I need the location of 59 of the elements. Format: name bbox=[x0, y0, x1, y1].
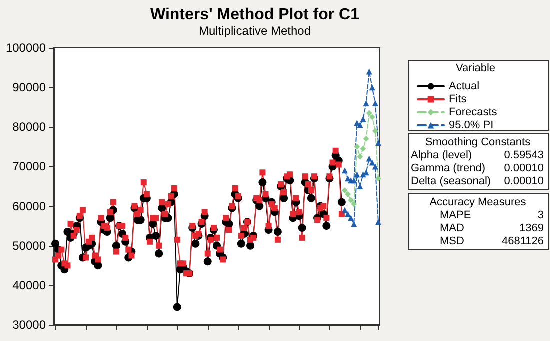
point bbox=[351, 178, 358, 184]
legend-label: Forecasts bbox=[449, 106, 498, 118]
point bbox=[342, 207, 348, 214]
text: Delta (seasonal) bbox=[411, 176, 492, 188]
point bbox=[369, 84, 376, 91]
text: Accuracy Measures bbox=[430, 196, 527, 208]
text: MAPE bbox=[440, 210, 472, 222]
point bbox=[372, 100, 378, 106]
chart-subtitle: Multiplicative Method bbox=[198, 24, 312, 38]
y-tick-label: 50000 bbox=[12, 238, 46, 253]
text: 1369 bbox=[520, 222, 544, 234]
point bbox=[369, 114, 376, 120]
y-tick-label: 90000 bbox=[12, 80, 46, 95]
point bbox=[348, 197, 354, 204]
point bbox=[363, 136, 370, 142]
point bbox=[366, 156, 372, 162]
point bbox=[360, 116, 366, 122]
point bbox=[375, 140, 382, 146]
point bbox=[351, 221, 358, 228]
point bbox=[369, 160, 376, 166]
text: Alpha (level) bbox=[411, 150, 472, 162]
y-tick-label: 40000 bbox=[12, 278, 46, 292]
y-tick-label: 30000 bbox=[12, 318, 46, 332]
text: Gamma (trend) bbox=[411, 162, 486, 174]
point bbox=[342, 168, 348, 174]
text: 4681126 bbox=[502, 236, 544, 248]
text: MAD bbox=[440, 222, 464, 234]
y-tick-label: 80000 bbox=[12, 120, 46, 134]
text: 3 bbox=[538, 210, 544, 222]
point bbox=[351, 201, 358, 208]
legend-label: 95.0% PI bbox=[449, 120, 494, 132]
point bbox=[357, 184, 364, 190]
point bbox=[342, 187, 348, 194]
text: 0.00010 bbox=[504, 162, 544, 174]
text: MSD bbox=[440, 236, 464, 248]
point bbox=[357, 154, 364, 160]
point bbox=[345, 191, 352, 198]
point bbox=[354, 172, 360, 178]
point bbox=[366, 110, 372, 116]
point bbox=[360, 146, 366, 152]
point bbox=[366, 68, 372, 75]
chart-title: Winters' Method Plot for C1 bbox=[150, 6, 360, 24]
point bbox=[375, 176, 382, 182]
point bbox=[357, 122, 364, 128]
legend-title: Variable bbox=[456, 62, 496, 74]
y-tick-label: 100000 bbox=[6, 41, 46, 55]
y-tick-label: 70000 bbox=[12, 160, 46, 174]
legend-label: Fits bbox=[449, 94, 468, 106]
text: 0.59543 bbox=[504, 150, 544, 162]
text: 0.00010 bbox=[504, 176, 544, 188]
text: Smoothing Constants bbox=[425, 136, 532, 148]
point bbox=[375, 219, 382, 226]
point bbox=[372, 164, 378, 170]
point bbox=[348, 215, 354, 222]
legend-label: Actual bbox=[449, 80, 480, 92]
y-tick-label: 60000 bbox=[12, 199, 46, 214]
point bbox=[354, 144, 360, 150]
point bbox=[363, 100, 370, 106]
point bbox=[372, 128, 378, 134]
